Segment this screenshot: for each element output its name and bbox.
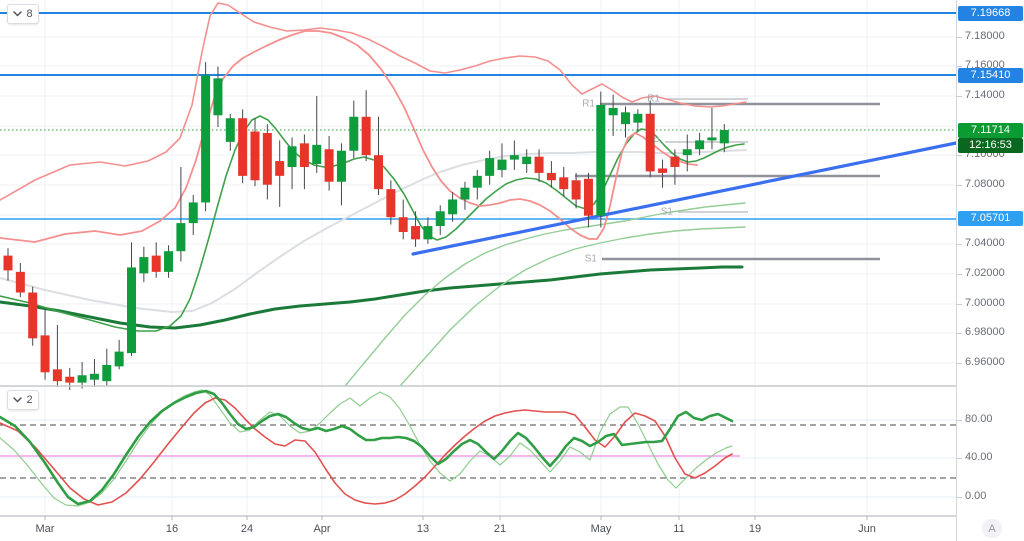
- time-axis-label: Mar: [35, 523, 55, 535]
- price-axis[interactable]: 7.18000 7.16000 7.14000 7.10000 7.08000 7.040…: [956, 0, 1024, 541]
- chevron-down-icon: [13, 11, 23, 17]
- price-axis-label: 7.04000: [957, 237, 1005, 249]
- time-axis-label: May: [590, 523, 612, 535]
- time-axis-label: 21: [493, 523, 507, 535]
- auto-scale-button[interactable]: A: [982, 519, 1002, 538]
- time-axis-label: 19: [748, 523, 762, 535]
- price-axis-label: 7.18000: [957, 30, 1005, 42]
- time-axis-label: Apr: [313, 523, 331, 535]
- main-panel-collapse-button[interactable]: 8: [7, 4, 39, 24]
- oscillator-indicator-count: 2: [26, 394, 33, 406]
- price-axis-label: 6.96000: [957, 356, 1005, 368]
- time-axis-label: Jun: [858, 523, 876, 535]
- pivot-label-s1: S1: [660, 206, 673, 218]
- level-badge-low: 7.05701: [958, 210, 1023, 226]
- price-axis-label: 7.14000: [957, 89, 1005, 101]
- pivot-label-r1: R1: [582, 98, 595, 110]
- price-axis-label: 7.02000: [957, 267, 1005, 279]
- pivot-label-s1: S1: [584, 253, 597, 265]
- chevron-down-icon: [13, 397, 23, 403]
- pivot-label-p: P: [653, 136, 660, 148]
- time-axis-label: 24: [240, 523, 254, 535]
- main-indicator-count: 8: [26, 8, 33, 20]
- level-badge-high: 7.19668: [958, 5, 1023, 21]
- price-axis-label: 7.08000: [957, 178, 1005, 190]
- price-axis-label: 7.00000: [957, 297, 1005, 309]
- time-axis-label: 13: [416, 523, 430, 535]
- price-axis-label: 0.00: [956, 490, 987, 502]
- price-axis-label: 80.00: [957, 413, 993, 425]
- price-axis-label: 40.00: [957, 451, 993, 463]
- pivot-label-r1: R1: [647, 93, 660, 105]
- last-price-badge: 7.11714: [958, 122, 1023, 138]
- bar-countdown-badge: 12:16:53: [958, 137, 1023, 153]
- oscillator-panel-collapse-button[interactable]: 2: [7, 390, 39, 410]
- level-badge-mid: 7.15410: [958, 67, 1023, 83]
- time-axis-label: 11: [673, 523, 685, 535]
- price-axis-label: 6.98000: [957, 326, 1005, 338]
- time-axis-label: 16: [165, 523, 179, 535]
